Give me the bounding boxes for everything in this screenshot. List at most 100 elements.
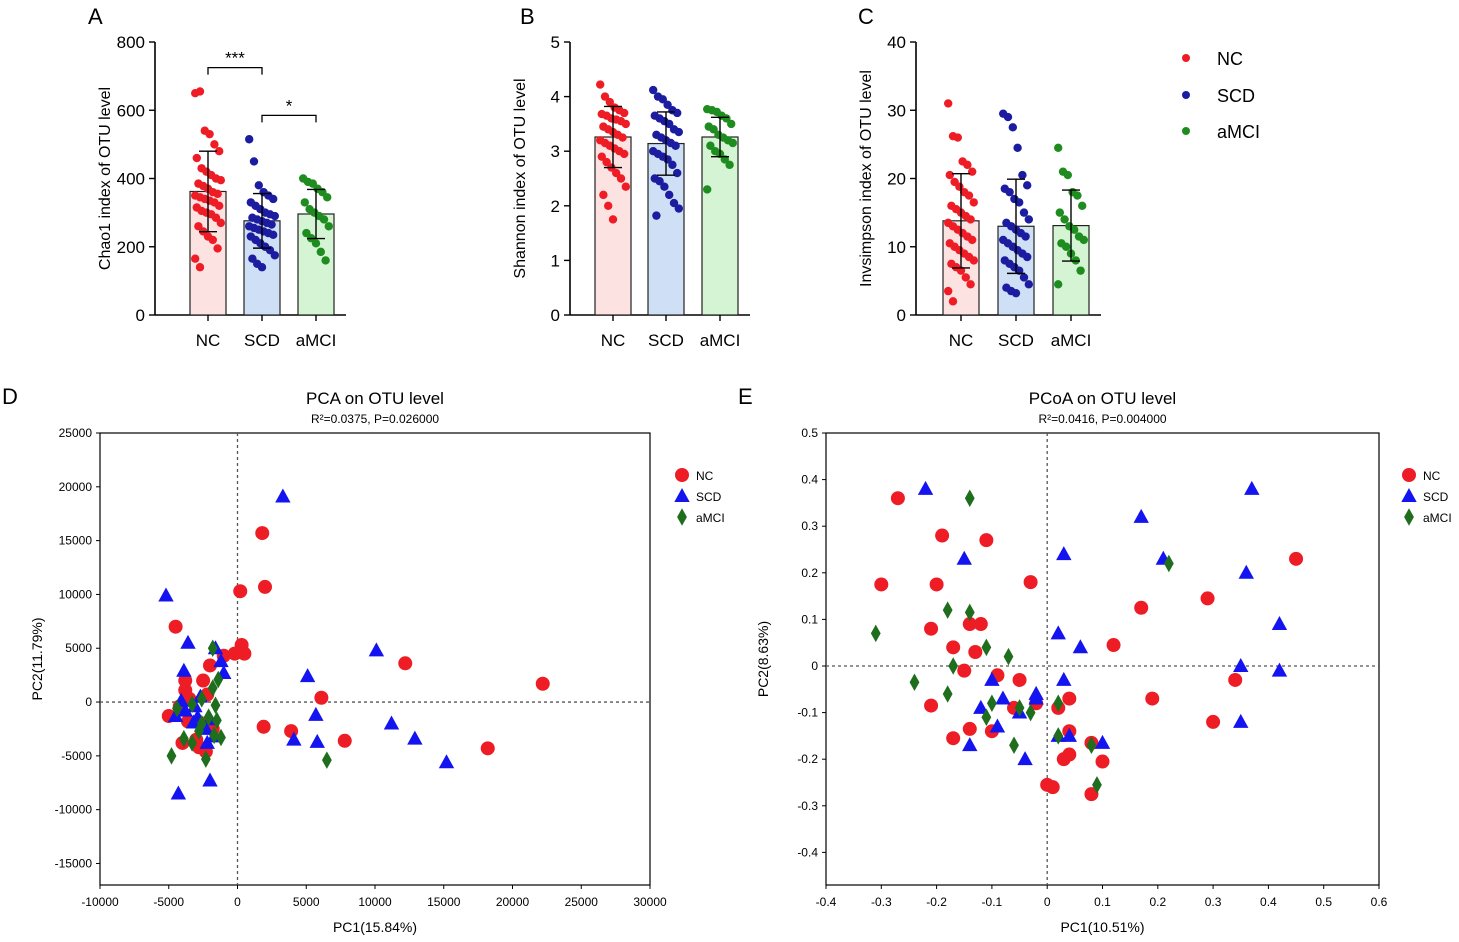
data-point — [1011, 288, 1021, 298]
data-point-triangle — [1244, 480, 1260, 495]
data-point — [969, 256, 978, 265]
data-point-triangle — [170, 785, 187, 800]
y-tick-label: -0.1 — [797, 706, 818, 720]
data-point — [725, 160, 734, 170]
chart-title: PCoA on OTU level — [1029, 389, 1176, 408]
data-point-triangle — [973, 699, 989, 714]
data-point — [600, 92, 610, 101]
invsimpson-bar-chart: 0 10 20 30 40 Invsimpson index of OTU level NC… — [858, 33, 1101, 350]
data-point-diamond — [187, 695, 198, 713]
y-tick-label: 0.3 — [801, 519, 818, 533]
panel-letter-c: C — [858, 4, 874, 29]
data-point-circle — [337, 733, 352, 748]
chart-subtitle: R²=0.0375, P=0.026000 — [311, 412, 439, 426]
legend-label-scd: SCD — [1217, 86, 1255, 106]
pca-scatter-chart: -10000 -5000 0 5000 10000 15000 20000 25000 3000… — [29, 389, 725, 935]
panel-letter-a: A — [88, 4, 103, 29]
data-point-diamond — [210, 696, 221, 715]
data-point-diamond — [909, 673, 920, 692]
data-point — [1022, 181, 1032, 190]
data-point-diamond — [981, 708, 992, 726]
data-point-circle — [1012, 672, 1027, 687]
data-point-circle — [1045, 780, 1060, 795]
y-tick-label: 0.4 — [801, 473, 818, 487]
data-point — [722, 114, 731, 123]
data-point-triangle — [674, 487, 690, 502]
data-point — [1070, 225, 1079, 234]
panel-letter-e: E — [738, 384, 753, 409]
data-point — [324, 222, 333, 231]
data-point — [668, 160, 677, 170]
y-tick-label: -5000 — [61, 749, 92, 763]
data-point-circle — [946, 640, 961, 655]
y-tick-label: 3 — [551, 142, 560, 161]
data-point — [1063, 170, 1073, 180]
data-point-triangle — [984, 671, 1000, 686]
data-point-triangle — [368, 642, 385, 657]
legend-marker-nc — [1182, 54, 1190, 62]
data-point-circle — [1289, 551, 1304, 566]
data-point-diamond — [207, 639, 218, 657]
data-point — [665, 119, 674, 129]
data-point — [316, 247, 325, 257]
data-point — [192, 153, 201, 163]
data-point — [1024, 280, 1034, 289]
significance-label: * — [286, 96, 293, 115]
data-point — [608, 215, 618, 224]
data-point-circle — [1084, 787, 1099, 802]
data-point — [191, 254, 200, 263]
data-point — [620, 108, 629, 118]
data-point-triangle — [1271, 662, 1288, 677]
panel-letter-b: B — [520, 4, 535, 29]
data-point-circle — [1206, 714, 1221, 729]
data-point — [245, 135, 254, 144]
data-point — [655, 177, 664, 186]
y-tick-label: 10000 — [59, 587, 93, 601]
data-point — [323, 193, 332, 202]
data-point-triangle — [1061, 727, 1078, 742]
data-point-circle — [398, 656, 413, 671]
data-point-diamond — [981, 638, 992, 657]
y-tick-label: 800 — [117, 33, 145, 52]
data-point — [1021, 232, 1030, 241]
data-point-circle — [962, 721, 977, 736]
pcoa-scatter-chart: -0.4 -0.3 -0.2 -0.1 0 0.1 0.2 0.3 0.4 0.5 0.6 -0.4 -… — [755, 389, 1452, 935]
data-point-circle — [1106, 638, 1121, 653]
data-point-diamond — [1092, 776, 1102, 794]
data-point — [1055, 208, 1065, 217]
y-tick-label: 200 — [117, 238, 145, 257]
data-point — [257, 263, 267, 272]
data-point-circle — [233, 584, 248, 599]
data-point — [968, 167, 977, 176]
y-axis-label: Shannon index of OTU level — [512, 78, 529, 278]
y-tick-label: -0.4 — [797, 845, 818, 859]
x-tick-label: -0.4 — [816, 895, 837, 909]
data-point-triangle — [962, 737, 978, 752]
data-point-triangle — [309, 733, 325, 748]
x-tick-label: 0 — [234, 895, 241, 909]
data-point-circle — [968, 645, 983, 660]
data-point — [706, 141, 715, 150]
data-point — [1024, 215, 1034, 224]
data-point — [1013, 143, 1022, 152]
data-point — [319, 215, 329, 224]
y-tick-label: 5000 — [65, 641, 92, 655]
data-point — [612, 168, 621, 178]
data-point-diamond — [194, 722, 204, 740]
data-point-diamond — [203, 708, 214, 726]
x-tick-label-amci: aMCI — [700, 331, 741, 350]
data-point — [254, 181, 263, 190]
data-point-circle — [168, 619, 183, 634]
data-point-triangle — [383, 715, 400, 730]
x-tick-label: 20000 — [496, 895, 530, 909]
data-point — [728, 138, 737, 148]
data-point — [216, 176, 225, 185]
data-point — [961, 273, 970, 282]
data-point — [944, 286, 953, 296]
data-point-diamond — [196, 690, 207, 708]
data-point-circle — [196, 673, 211, 688]
data-point — [1054, 280, 1063, 289]
data-point-circle — [1095, 754, 1110, 769]
y-axis-label: PC2(11.79%) — [29, 617, 45, 700]
